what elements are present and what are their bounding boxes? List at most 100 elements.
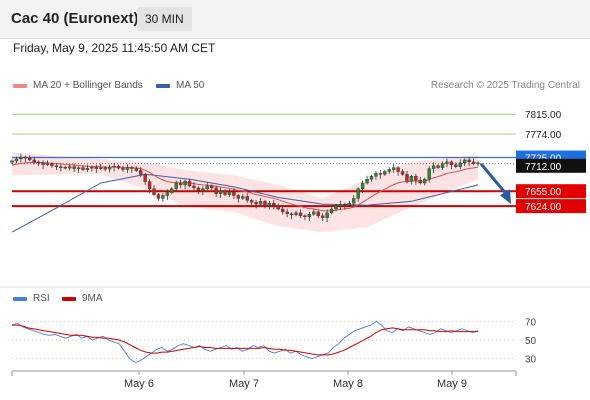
candle-body	[196, 187, 201, 191]
candle-body	[161, 195, 165, 199]
forecast-arrow-shaft	[479, 162, 510, 198]
candle-body	[236, 195, 241, 199]
legend-ma50-label: MA 50	[176, 80, 205, 91]
copyright-text: Research © 2025 Trading Central	[430, 80, 580, 91]
candle-body	[476, 162, 480, 165]
candle-body	[130, 167, 134, 169]
candle-body	[471, 161, 476, 164]
candle-body	[374, 173, 378, 177]
candle-body	[81, 167, 85, 170]
candle-body	[391, 167, 396, 170]
candle-body	[267, 203, 272, 207]
candle-body	[14, 158, 19, 162]
rsi-series-9ma	[12, 324, 478, 356]
candle-body	[285, 211, 289, 215]
candle-body	[423, 178, 427, 184]
candle-body	[121, 167, 125, 170]
candle-body	[45, 163, 50, 165]
candle-body	[338, 203, 343, 207]
candle-body	[334, 205, 338, 210]
candle-body	[205, 185, 209, 189]
candle-body	[312, 211, 316, 215]
candle-body	[352, 198, 356, 204]
candle-body	[19, 156, 23, 160]
ma9-swatch	[62, 296, 76, 301]
candle-body	[289, 213, 294, 216]
candle-body	[467, 159, 471, 163]
candle-body	[125, 167, 130, 170]
x-tick-label-3: May 9	[437, 378, 467, 390]
legend-rsi: RSI	[13, 293, 50, 304]
price-label-bg-3	[516, 158, 586, 173]
legend-rsi-label: RSI	[33, 293, 50, 304]
candle-body	[365, 178, 369, 184]
candle-body	[281, 208, 285, 213]
candle-body	[90, 166, 94, 169]
candle-body	[241, 196, 245, 199]
candle-body	[263, 201, 267, 207]
candle-body	[28, 157, 32, 161]
candle-body	[356, 188, 360, 199]
candle-body	[152, 188, 156, 195]
candle-body	[400, 171, 405, 175]
candle-body	[232, 191, 236, 196]
timeframe-button[interactable]: 30 MIN	[137, 7, 192, 31]
candle-body	[143, 174, 147, 182]
candle-body	[298, 212, 303, 216]
price-label-bg-4	[516, 184, 586, 199]
forecast-arrow-head	[500, 189, 511, 205]
candle-body	[436, 165, 440, 168]
rsi-tick-label-0: 70	[525, 317, 537, 328]
candle-body	[445, 161, 449, 164]
candle-body	[405, 174, 409, 182]
candle-body	[343, 203, 347, 206]
candle-body	[307, 214, 312, 217]
legend-ma50: MA 50	[156, 80, 204, 91]
candle-body	[36, 161, 41, 164]
candle-body	[41, 162, 45, 165]
candle-body	[218, 190, 223, 194]
candle-body	[67, 166, 72, 169]
candle-body	[223, 190, 227, 195]
candle-body	[396, 167, 400, 172]
candle-body	[94, 166, 99, 169]
legend-9ma-label: 9MA	[82, 293, 103, 304]
candle-body	[418, 179, 423, 184]
candle-body	[10, 160, 14, 163]
price-label-3: 7712.00	[525, 162, 562, 173]
candle-body	[320, 215, 325, 218]
price-label-0: 7815.00	[525, 110, 562, 121]
candle-body	[462, 159, 467, 164]
candle-body	[431, 165, 436, 169]
candle-body	[165, 192, 170, 196]
rsi-tick-label-1: 50	[525, 336, 537, 347]
candle-body	[276, 204, 280, 210]
candle-body	[85, 167, 90, 170]
candle-body	[316, 211, 320, 216]
candle-body	[23, 156, 28, 159]
candle-body	[50, 163, 54, 166]
candle-body	[387, 169, 391, 172]
candle-body	[210, 185, 214, 189]
ma20-swatch	[13, 83, 27, 88]
price-label-4: 7655.00	[525, 187, 562, 198]
candle-body	[245, 196, 249, 201]
candle-body	[103, 167, 107, 170]
candle-body	[99, 167, 103, 169]
x-tick-label-0: May 6	[124, 378, 154, 390]
candle-body	[187, 180, 192, 187]
rsi-series-rsi	[11, 320, 479, 363]
rsi-tick-label-2: 30	[525, 355, 537, 366]
candle-body	[134, 168, 138, 171]
x-tick-label-1: May 7	[229, 378, 259, 390]
candle-body	[458, 162, 462, 167]
candle-body	[449, 161, 454, 165]
legend-9ma: 9MA	[62, 293, 103, 304]
candle-body	[183, 180, 187, 186]
candle-body	[249, 200, 254, 203]
candle-body	[409, 176, 414, 182]
candle-body	[378, 173, 383, 175]
candle-body	[272, 203, 276, 206]
candle-body	[214, 187, 218, 194]
